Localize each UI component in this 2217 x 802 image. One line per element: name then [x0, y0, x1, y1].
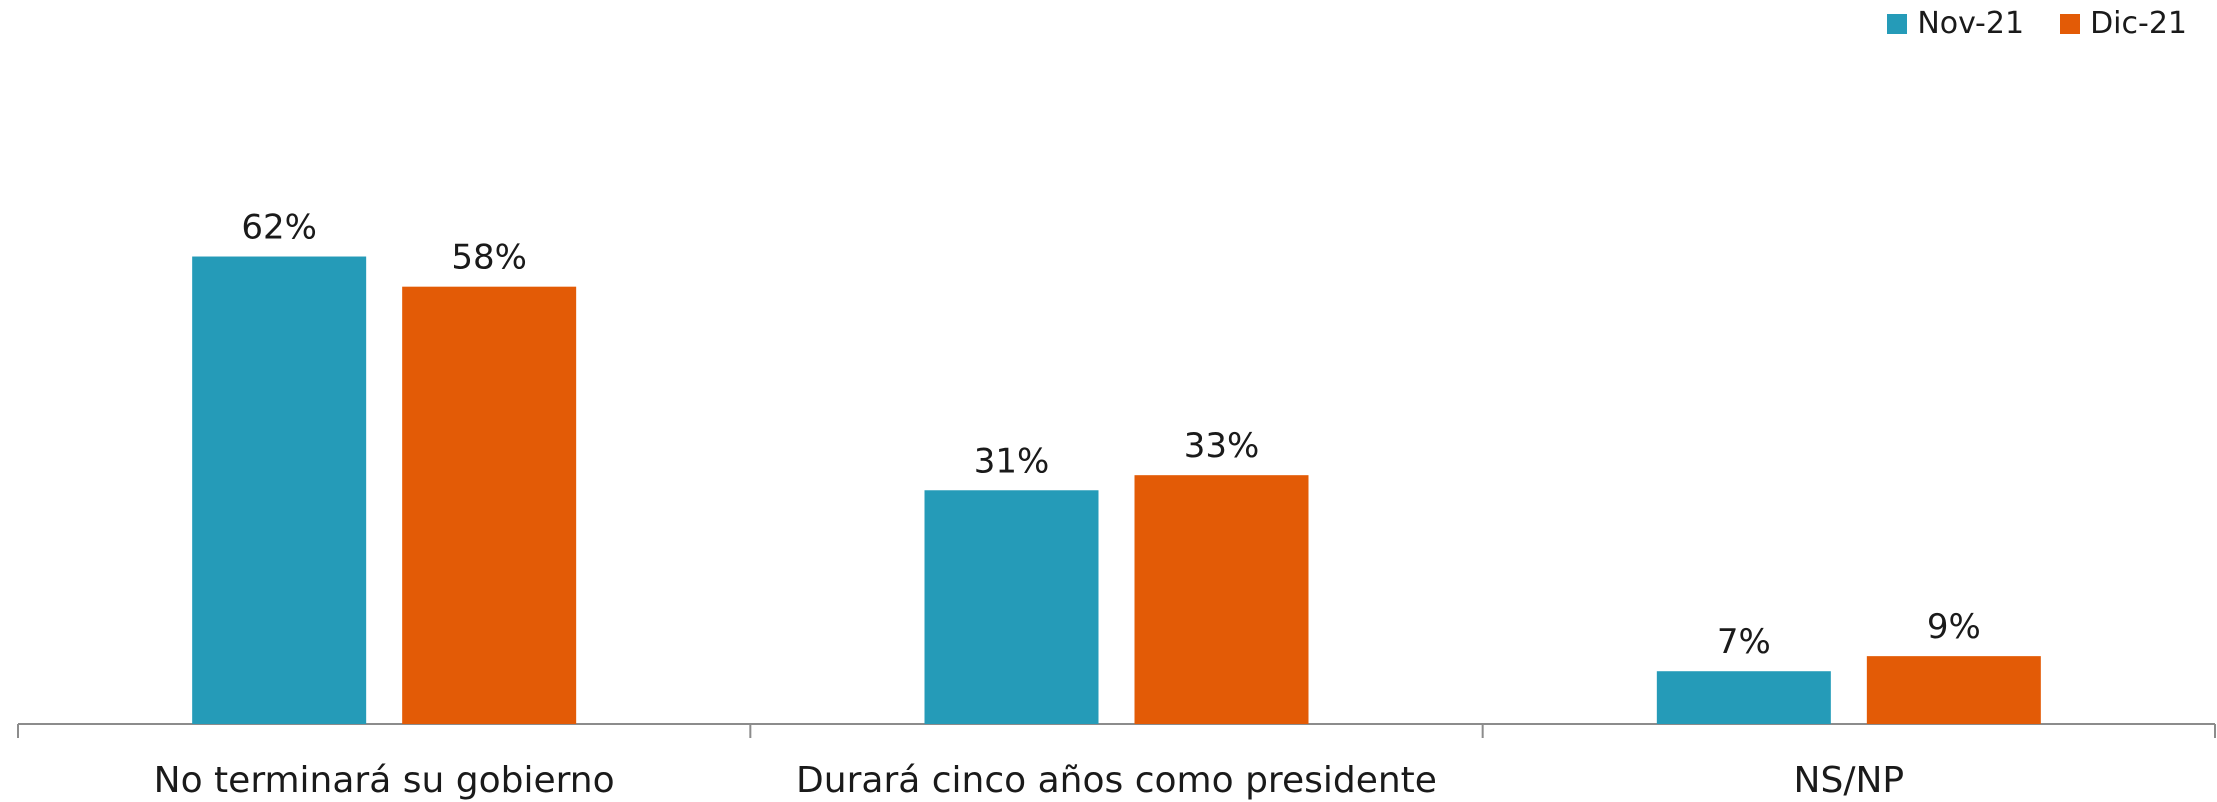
- data-label: 7%: [1717, 622, 1771, 662]
- data-label: 58%: [451, 238, 527, 278]
- legend-item-dic21: Dic-21: [2060, 6, 2187, 41]
- category-label: NS/NP: [1794, 760, 1905, 801]
- category-label: No terminará su gobierno: [154, 760, 615, 801]
- bar-nov-21-0: [192, 256, 367, 724]
- bar-nov-21-1: [924, 490, 1099, 724]
- bar-dic-21-2: [1866, 656, 2041, 724]
- legend: Nov-21 Dic-21: [1887, 6, 2187, 41]
- data-label: 9%: [1927, 607, 1981, 647]
- data-label: 62%: [241, 208, 317, 248]
- bar-dic-21-1: [1134, 475, 1309, 724]
- legend-swatch-dic21: [2060, 13, 2081, 34]
- data-label: 33%: [1184, 426, 1260, 466]
- category-label: Durará cinco años como presidente: [796, 760, 1437, 801]
- bar-nov-21-2: [1656, 671, 1831, 724]
- legend-label-dic21: Dic-21: [2090, 6, 2187, 41]
- legend-item-nov21: Nov-21: [1887, 6, 2024, 41]
- legend-label-nov21: Nov-21: [1917, 6, 2025, 41]
- legend-swatch-nov21: [1887, 13, 1908, 34]
- bar-dic-21-0: [402, 286, 577, 724]
- data-label: 31%: [974, 441, 1050, 481]
